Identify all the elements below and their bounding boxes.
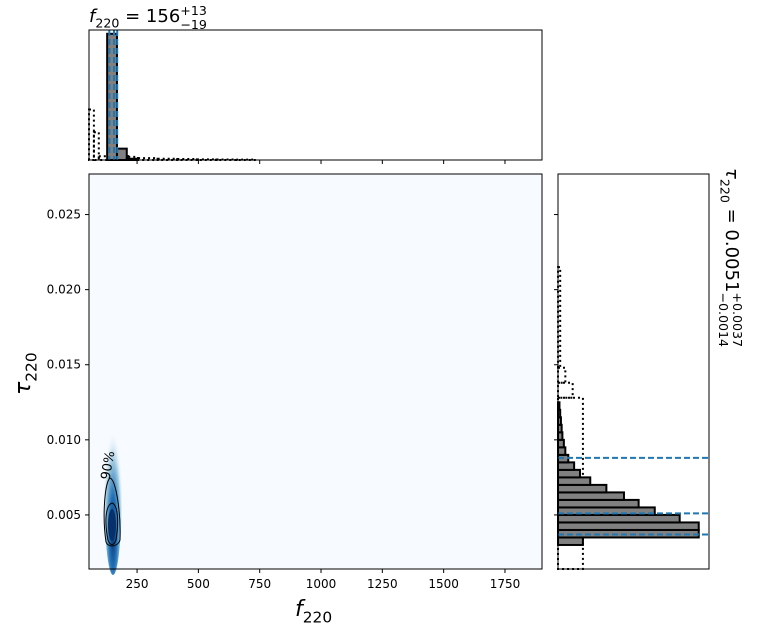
subscript: 220	[23, 352, 41, 381]
density-core	[108, 509, 116, 541]
histogram-bar	[557, 468, 581, 479]
y-tick-label: 0.025	[47, 208, 81, 222]
symbol: f	[89, 6, 98, 27]
subscript: 220	[303, 609, 332, 627]
y-tick-label: 0.015	[47, 358, 81, 372]
x-tick-label: 1000	[306, 577, 337, 591]
upper: +13	[180, 3, 207, 18]
x-tick-label: 750	[248, 577, 271, 591]
contour-inner	[105, 502, 119, 545]
x-tick-label: 500	[187, 577, 210, 591]
subscript: 220	[95, 15, 119, 30]
lower: −19	[180, 17, 207, 32]
equals: = 156	[119, 6, 180, 27]
y-tick-label: 0.010	[47, 433, 81, 447]
y-tick-label: 0.005	[47, 508, 81, 522]
x-tick-label: 1500	[428, 577, 459, 591]
equals: = 0.0051	[721, 203, 742, 293]
contour-90	[103, 477, 121, 547]
axes-frame	[88, 29, 543, 161]
math-label: τ220 = 0.0051+0.0037−0.0014	[716, 168, 745, 347]
subscript: 220	[718, 179, 733, 203]
histogram-bar	[557, 491, 625, 501]
math-label: τ220	[11, 352, 41, 395]
x-tick-label: 1750	[490, 577, 521, 591]
histogram-bar	[557, 521, 700, 531]
histogram-bar	[557, 476, 592, 486]
math-label: f220	[295, 597, 332, 627]
axes-frame	[88, 173, 543, 570]
histogram-bar	[557, 446, 567, 456]
histogram-bar	[557, 366, 567, 384]
symbol: τ	[721, 168, 742, 179]
axes-frame	[557, 173, 710, 570]
symbol: τ	[11, 381, 36, 395]
histogram-bar	[557, 461, 576, 471]
density-background	[89, 174, 542, 569]
histogram-bar	[557, 381, 574, 399]
x-tick-label: 1250	[367, 577, 398, 591]
histogram-bar	[557, 423, 563, 434]
math-label: f220 = 156+13 −19	[89, 3, 207, 32]
histogram-bar	[557, 513, 681, 524]
x-tick-label: 250	[126, 577, 149, 591]
histogram-bar	[557, 536, 584, 546]
density-blob	[104, 405, 122, 575]
histogram-bar	[557, 483, 608, 494]
histogram-bar	[115, 147, 128, 162]
histogram-bar	[557, 438, 565, 449]
histogram-bar	[557, 431, 564, 441]
upper: +0.0037	[730, 292, 745, 347]
histogram-bar	[557, 498, 640, 509]
lower: −0.0014	[716, 292, 731, 347]
histogram-bar	[92, 131, 100, 162]
contour-label: 90%	[99, 450, 119, 481]
symbol: f	[295, 597, 306, 622]
y-tick-label: 0.020	[47, 283, 81, 297]
